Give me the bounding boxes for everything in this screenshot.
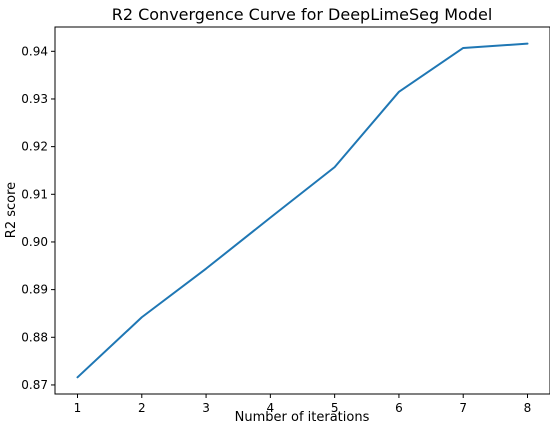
x-tick-label: 5 [331,401,339,415]
plot-frame [54,26,550,395]
x-tick-label: 4 [267,401,275,415]
series-line [76,42,529,379]
x-tick-label: 2 [138,401,146,415]
y-tick-label: 0.88 [21,330,48,344]
y-axis-label: R2 score [4,182,19,238]
x-tick-label: 3 [202,401,210,415]
x-axis-label: Number of iterations [235,410,370,425]
y-tick-label: 0.89 [21,283,48,297]
y-tick-label: 0.90 [21,235,48,249]
y-tick-label: 0.94 [21,44,48,58]
y-tick-label: 0.92 [21,140,48,154]
x-tick-label: 1 [74,401,82,415]
y-axis: 0.87 0.88 0.89 0.90 0.91 0.92 0.93 0.94 [21,44,55,392]
x-tick-label: 6 [395,401,403,415]
x-tick-label: 8 [524,401,532,415]
x-axis: 1 2 3 4 5 6 7 8 [74,394,532,415]
chart-title: R2 Convergence Curve for DeepLimeSeg Mod… [112,5,493,24]
x-tick-label: 7 [459,401,467,415]
y-tick-label: 0.87 [21,378,48,392]
y-tick-label: 0.91 [21,187,48,201]
y-tick-label: 0.93 [21,92,48,106]
